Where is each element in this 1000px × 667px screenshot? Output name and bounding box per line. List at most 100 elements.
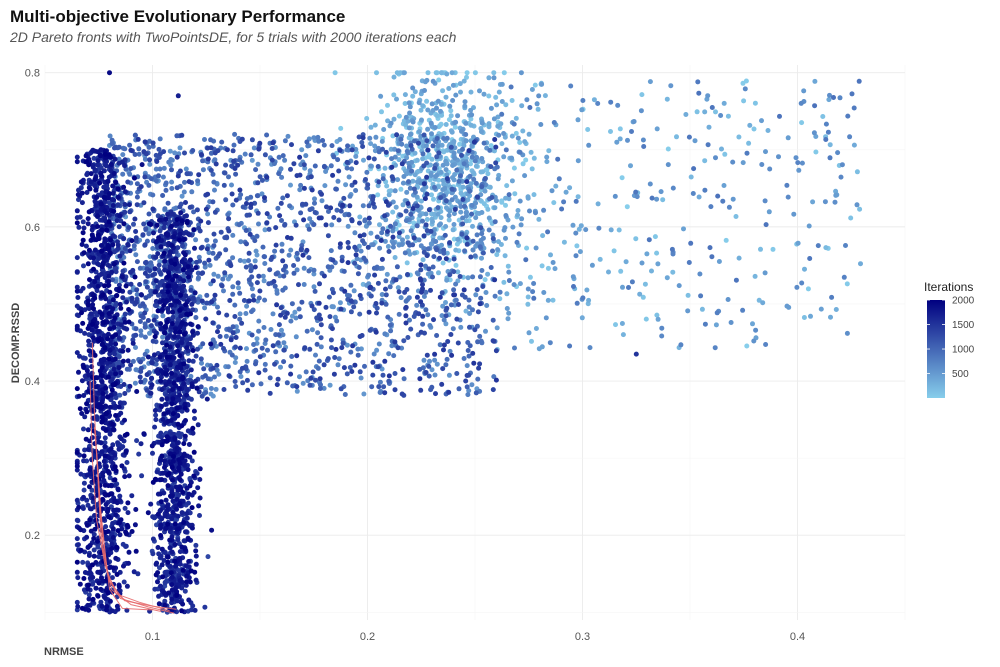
data-point [463,218,469,224]
data-point [238,374,244,379]
data-point [505,316,511,322]
data-point [428,162,433,168]
data-point [129,295,135,301]
data-point [468,122,474,128]
data-point [203,206,209,212]
data-point [133,326,139,332]
data-point [312,210,318,215]
data-point [298,182,304,188]
data-point [388,120,394,126]
data-point [155,251,161,257]
data-point [90,224,96,229]
data-point [658,189,664,195]
data-point [156,593,162,599]
data-point [203,316,209,322]
data-point [331,154,337,160]
data-point [221,288,226,294]
data-point [497,289,503,295]
data-point [370,194,376,200]
data-point [807,256,813,261]
data-point [148,323,154,329]
data-point [437,342,443,348]
data-point [522,173,528,179]
data-point [404,189,410,195]
data-point [173,484,179,490]
data-point [567,185,573,191]
data-point [184,270,190,276]
data-point [415,271,421,277]
data-point [208,145,214,151]
data-point [210,171,216,177]
data-point [418,299,424,305]
data-point [366,220,372,226]
data-point [215,329,220,335]
data-point [347,365,353,370]
data-point [705,142,711,148]
data-point [379,109,384,115]
data-point [383,149,389,155]
data-point [288,363,294,369]
data-point [237,187,243,193]
data-point [177,549,183,555]
data-point [101,333,107,339]
data-point [92,504,98,510]
data-point [494,164,500,170]
data-point [823,137,829,142]
data-point [330,304,336,310]
data-point [335,362,341,368]
data-point [125,242,131,247]
data-point [810,199,816,205]
data-point [268,327,274,332]
data-point [702,158,708,164]
data-point [480,284,486,289]
data-point [284,310,290,316]
data-point [341,365,347,371]
data-point [378,238,384,243]
data-point [279,218,284,223]
data-point [174,440,180,446]
data-point [204,300,210,306]
data-point [525,195,531,201]
data-point [392,221,398,227]
data-point [410,93,416,99]
data-point [96,453,102,459]
data-point [454,371,460,376]
data-point [307,216,313,222]
data-point [515,135,521,141]
data-point [139,473,145,479]
data-point [255,210,261,216]
data-point [545,229,551,235]
data-point [469,143,475,149]
data-point [232,379,238,384]
data-point [350,343,356,349]
data-point [365,244,371,250]
data-point [461,143,467,149]
data-point [399,391,405,397]
data-point [454,167,460,173]
data-point [580,295,586,301]
data-point [211,231,217,237]
data-point [117,400,123,406]
data-point [412,89,418,95]
data-point [186,491,192,497]
data-point [310,369,316,375]
data-point [174,133,180,139]
data-point [510,224,516,230]
data-point [313,377,318,383]
data-point [81,263,86,269]
data-point [641,144,647,149]
data-point [370,242,376,248]
data-point [820,114,826,119]
data-point [290,383,296,389]
data-point [391,353,397,359]
data-point [784,182,790,188]
data-point [330,257,336,263]
data-point [323,304,329,310]
data-point [421,181,427,187]
data-point [243,264,249,270]
data-point [608,227,614,233]
data-point [366,155,372,161]
data-point [320,138,326,143]
data-point [449,197,455,203]
data-point [490,236,496,242]
